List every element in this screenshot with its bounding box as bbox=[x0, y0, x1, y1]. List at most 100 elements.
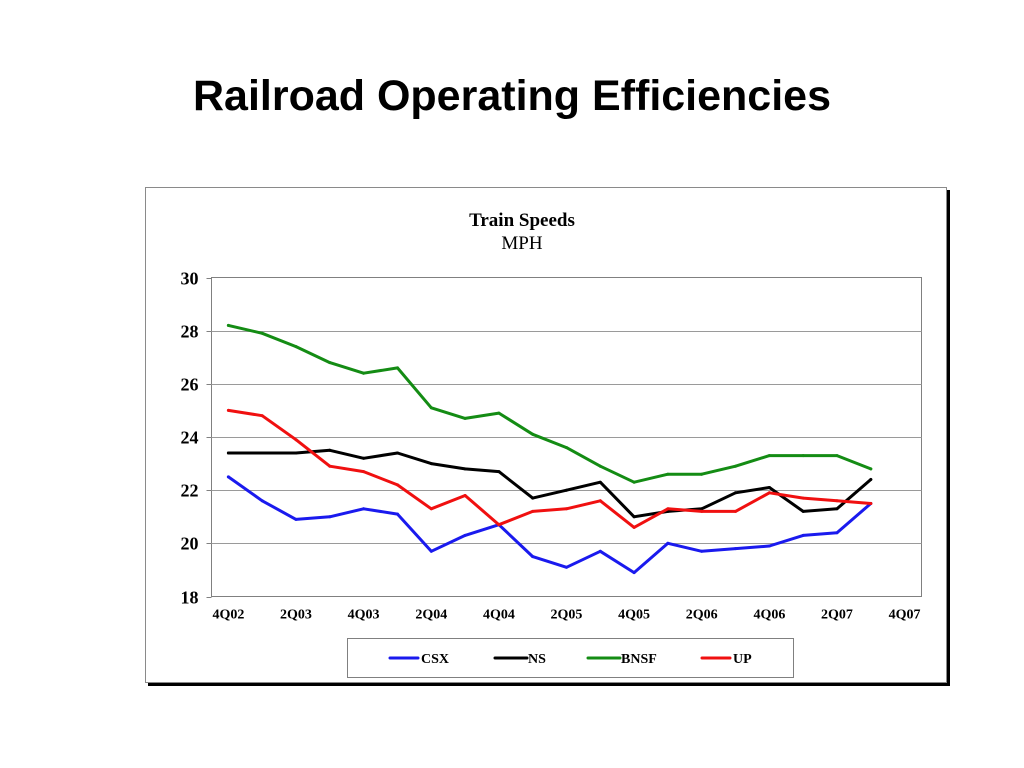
chart-title: Train Speeds bbox=[469, 210, 575, 231]
data-point-csx bbox=[666, 541, 670, 545]
series-up bbox=[226, 408, 873, 529]
data-point-up bbox=[531, 509, 535, 513]
data-point-ns bbox=[632, 515, 636, 519]
y-tick-label: 22 bbox=[181, 481, 199, 501]
legend-label-bnsf: BNSF bbox=[621, 652, 657, 667]
data-point-csx bbox=[328, 515, 332, 519]
page-title: Railroad Operating Efficiencies bbox=[192, 72, 831, 120]
data-point-up bbox=[801, 496, 805, 500]
data-point-bnsf bbox=[362, 371, 366, 375]
data-point-bnsf bbox=[463, 416, 467, 420]
data-point-csx bbox=[463, 533, 467, 537]
series-line-csx bbox=[226, 475, 873, 575]
x-tick-label: 4Q05 bbox=[618, 608, 650, 623]
data-point-csx bbox=[294, 517, 298, 521]
data-point-up bbox=[260, 414, 264, 418]
data-point-ns bbox=[598, 480, 602, 484]
legend-label-up: UP bbox=[733, 652, 752, 667]
data-point-csx bbox=[429, 549, 433, 553]
data-point-up bbox=[598, 499, 602, 503]
data-point-up bbox=[396, 483, 399, 487]
legend-item-csx: CSX bbox=[388, 652, 449, 667]
data-point-bnsf bbox=[328, 361, 332, 365]
chart-panel: Train Speeds MPH 18 20 22 24 26 28 30 4Q02 2Q03… bbox=[145, 187, 947, 683]
data-point-up bbox=[429, 507, 433, 511]
data-point-ns bbox=[497, 470, 501, 474]
data-point-up bbox=[632, 525, 636, 529]
y-tick-label: 28 bbox=[181, 322, 199, 342]
data-point-ns bbox=[463, 467, 467, 471]
y-tick-label: 30 bbox=[181, 269, 199, 289]
series-line-bnsf bbox=[226, 323, 873, 484]
data-point-ns bbox=[531, 496, 535, 500]
data-point-ns bbox=[700, 507, 704, 511]
series-ns bbox=[226, 448, 873, 519]
x-tick-label: 2Q03 bbox=[280, 608, 312, 623]
data-point-bnsf bbox=[666, 472, 670, 476]
y-tick-label: 18 bbox=[181, 588, 199, 608]
data-point-ns bbox=[869, 478, 873, 481]
data-point-csx bbox=[734, 547, 737, 551]
data-point-up bbox=[734, 509, 737, 513]
chart-svg: Train Speeds MPH 18 20 22 24 26 28 30 4Q02 2Q03… bbox=[181, 210, 922, 678]
data-point-up bbox=[226, 408, 230, 412]
data-point-up bbox=[666, 507, 670, 511]
data-point-bnsf bbox=[226, 323, 230, 327]
data-point-ns bbox=[396, 451, 399, 455]
data-point-ns bbox=[565, 488, 568, 492]
x-tick-label: 4Q04 bbox=[483, 608, 515, 623]
data-point-ns bbox=[767, 486, 771, 489]
data-point-bnsf bbox=[396, 366, 399, 370]
data-point-up bbox=[869, 502, 873, 505]
series-lines bbox=[226, 323, 873, 575]
data-point-csx bbox=[531, 555, 535, 559]
data-point-ns bbox=[226, 451, 230, 455]
data-point-up bbox=[835, 499, 839, 503]
y-tick-label: 24 bbox=[181, 428, 199, 448]
data-point-bnsf bbox=[565, 446, 568, 450]
x-tick-label: 4Q03 bbox=[348, 608, 380, 623]
data-point-up bbox=[767, 491, 771, 495]
data-point-bnsf bbox=[734, 464, 737, 468]
data-point-csx bbox=[362, 507, 366, 511]
x-tick-label: 2Q06 bbox=[686, 608, 718, 623]
y-tick-label: 20 bbox=[181, 534, 199, 554]
data-point-ns bbox=[294, 451, 298, 455]
series-bnsf bbox=[226, 323, 873, 484]
y-axis: 18 20 22 24 26 28 30 bbox=[181, 269, 212, 608]
data-point-up bbox=[700, 509, 704, 513]
data-point-bnsf bbox=[531, 432, 535, 436]
data-point-csx bbox=[801, 533, 805, 537]
data-point-bnsf bbox=[598, 464, 602, 468]
data-point-bnsf bbox=[835, 454, 839, 458]
data-point-bnsf bbox=[497, 411, 501, 415]
x-tick-label: 4Q02 bbox=[212, 608, 244, 623]
x-tick-label: 4Q07 bbox=[889, 608, 921, 623]
data-point-up bbox=[565, 507, 568, 511]
x-tick-label: 2Q07 bbox=[821, 608, 853, 623]
data-point-csx bbox=[565, 565, 568, 569]
series-line-up bbox=[226, 408, 873, 529]
data-point-up bbox=[362, 470, 366, 474]
data-point-ns bbox=[328, 448, 332, 452]
data-point-up bbox=[294, 438, 298, 442]
data-point-ns bbox=[734, 491, 737, 495]
data-point-csx bbox=[700, 549, 704, 553]
x-tick-label: 4Q06 bbox=[753, 608, 785, 623]
data-point-bnsf bbox=[700, 472, 704, 476]
x-tick-label: 2Q05 bbox=[551, 608, 583, 623]
data-point-csx bbox=[632, 571, 636, 575]
data-point-csx bbox=[835, 531, 839, 535]
x-tick-label: 2Q04 bbox=[415, 608, 447, 623]
legend: CSX NS BNSF UP bbox=[347, 638, 794, 678]
data-point-bnsf bbox=[294, 345, 298, 349]
series-line-ns bbox=[226, 448, 873, 519]
data-point-bnsf bbox=[429, 406, 433, 410]
legend-label-ns: NS bbox=[528, 652, 546, 667]
data-point-ns bbox=[260, 451, 264, 455]
data-point-ns bbox=[429, 462, 433, 466]
data-point-bnsf bbox=[632, 480, 636, 484]
data-point-bnsf bbox=[260, 331, 264, 335]
data-point-up bbox=[497, 523, 501, 527]
data-point-csx bbox=[260, 499, 264, 503]
